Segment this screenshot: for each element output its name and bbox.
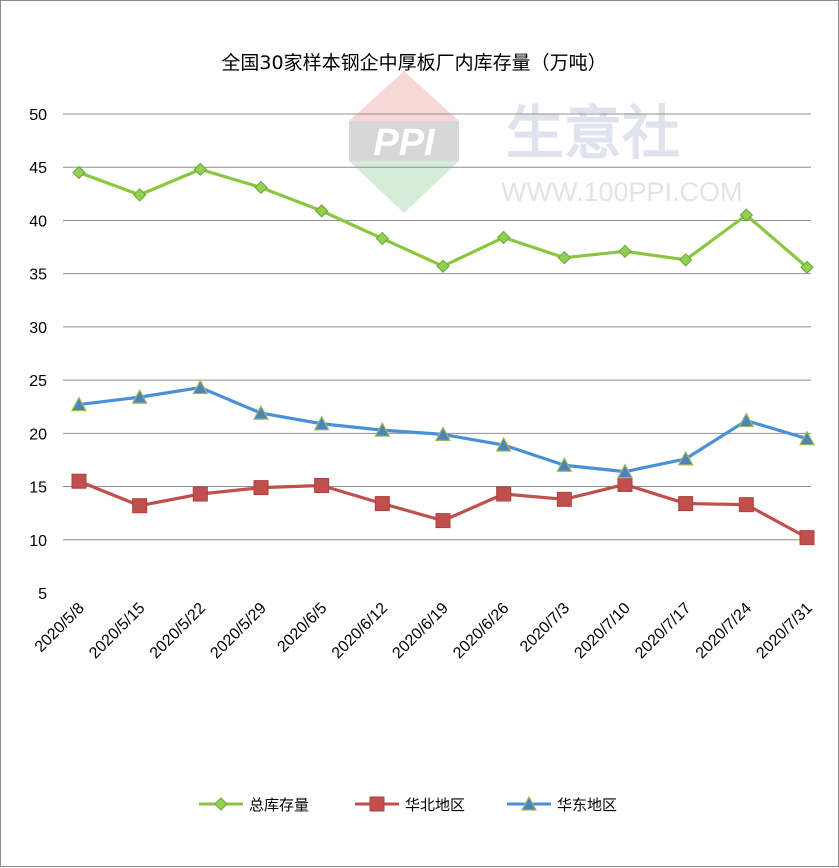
x-tick-label: 2020/5/15 <box>86 600 148 662</box>
data-point-square <box>314 477 330 493</box>
data-point-diamond <box>72 165 86 180</box>
legend-item: 华北地区 <box>355 796 465 814</box>
data-point-diamond <box>678 253 693 267</box>
watermark-logo-band-icon <box>349 121 459 161</box>
data-point-triangle <box>434 426 452 441</box>
legend-item: 总库存量 <box>199 796 309 814</box>
data-point-triangle <box>556 457 573 472</box>
data-point-triangle <box>495 436 512 452</box>
data-point-square <box>435 513 451 529</box>
data-point-triangle <box>313 415 330 431</box>
x-tick-label: 2020/7/17 <box>632 600 694 662</box>
data-point-square <box>496 486 512 502</box>
data-point-square <box>253 480 269 496</box>
legend-label: 华北地区 <box>405 796 465 814</box>
watermark-url: WWW.100PPI.COM <box>501 177 743 207</box>
data-point-diamond <box>375 231 390 246</box>
y-tick-label: 45 <box>29 160 47 177</box>
data-point-triangle <box>131 388 148 404</box>
data-point-diamond <box>800 260 814 274</box>
data-point-triangle <box>798 430 816 446</box>
data-point-square <box>132 498 148 514</box>
gridlines <box>63 113 811 541</box>
data-point-triangle <box>738 412 755 428</box>
series-2 <box>71 473 815 546</box>
x-tick-label: 2020/6/26 <box>450 600 512 662</box>
data-point-triangle <box>616 463 634 479</box>
y-tick-label: 30 <box>29 320 47 337</box>
series-line <box>78 479 808 540</box>
series-1 <box>72 162 814 274</box>
data-point-triangle <box>192 379 209 395</box>
data-point-diamond <box>739 208 754 222</box>
legend-label: 总库存量 <box>249 796 309 814</box>
data-point-square <box>617 476 633 492</box>
data-point-square <box>799 530 815 546</box>
data-point-diamond <box>254 180 268 195</box>
legend-item: 华东地区 <box>507 795 617 814</box>
x-tick-label: 2020/7/3 <box>517 600 573 656</box>
y-tick-label: 15 <box>29 480 47 497</box>
data-point-diamond <box>132 188 147 202</box>
x-tick-label: 2020/7/10 <box>571 600 633 662</box>
data-point-square <box>71 473 87 489</box>
y-tick-label: 35 <box>29 267 47 284</box>
x-tick-label: 2020/5/22 <box>147 600 209 662</box>
legend-marker-icon <box>214 797 228 811</box>
data-point-triangle <box>677 450 694 466</box>
data-point-square <box>678 496 694 512</box>
x-tick-label: 2020/6/12 <box>329 600 391 662</box>
data-point-diamond <box>193 162 208 177</box>
y-tick-label: 5 <box>38 586 47 603</box>
legend-marker-icon <box>520 795 538 811</box>
series-3 <box>70 379 816 479</box>
data-point-diamond <box>314 204 329 218</box>
x-tick-label: 2020/5/29 <box>207 600 269 662</box>
y-tick-label: 50 <box>29 107 47 124</box>
data-point-square <box>374 496 390 512</box>
data-point-diamond <box>496 230 511 245</box>
y-tick-label: 25 <box>29 373 47 390</box>
data-point-triangle <box>252 404 270 420</box>
data-point-square <box>556 491 572 507</box>
watermark-name: 生意社 <box>506 99 680 167</box>
watermark: PPI 生意社 WWW.100PPI.COM <box>349 71 743 213</box>
data-point-diamond <box>436 259 450 273</box>
data-point-square <box>738 497 754 513</box>
data-point-diamond <box>557 250 572 265</box>
watermark-brand: PPI <box>373 122 436 164</box>
data-point-diamond <box>618 244 632 259</box>
data-point-square <box>192 486 208 502</box>
legend: 总库存量 华北地区 华东地区 <box>199 795 617 814</box>
legend-marker-icon <box>369 796 385 812</box>
chart-title: 全国30家样本钢企中厚板厂内库存量（万吨） <box>221 52 606 74</box>
data-point-triangle <box>70 396 88 412</box>
y-tick-label: 10 <box>29 533 47 550</box>
x-tick-label: 2020/5/8 <box>32 600 88 656</box>
watermark-logo-bottom-icon <box>349 161 459 213</box>
x-tick-label: 2020/7/31 <box>753 600 815 662</box>
y-axis-ticks: 5 10 15 20 25 30 35 40 45 50 <box>29 107 47 603</box>
legend-label: 华东地区 <box>557 796 617 814</box>
series-group <box>70 162 816 546</box>
y-tick-label: 20 <box>29 426 47 443</box>
data-point-triangle <box>374 421 391 437</box>
x-tick-label: 2020/7/24 <box>693 600 755 662</box>
x-tick-label: 2020/6/5 <box>274 600 330 656</box>
x-tick-label: 2020/6/19 <box>389 600 451 662</box>
y-tick-label: 40 <box>29 213 47 230</box>
watermark-logo-top-icon <box>349 71 459 121</box>
